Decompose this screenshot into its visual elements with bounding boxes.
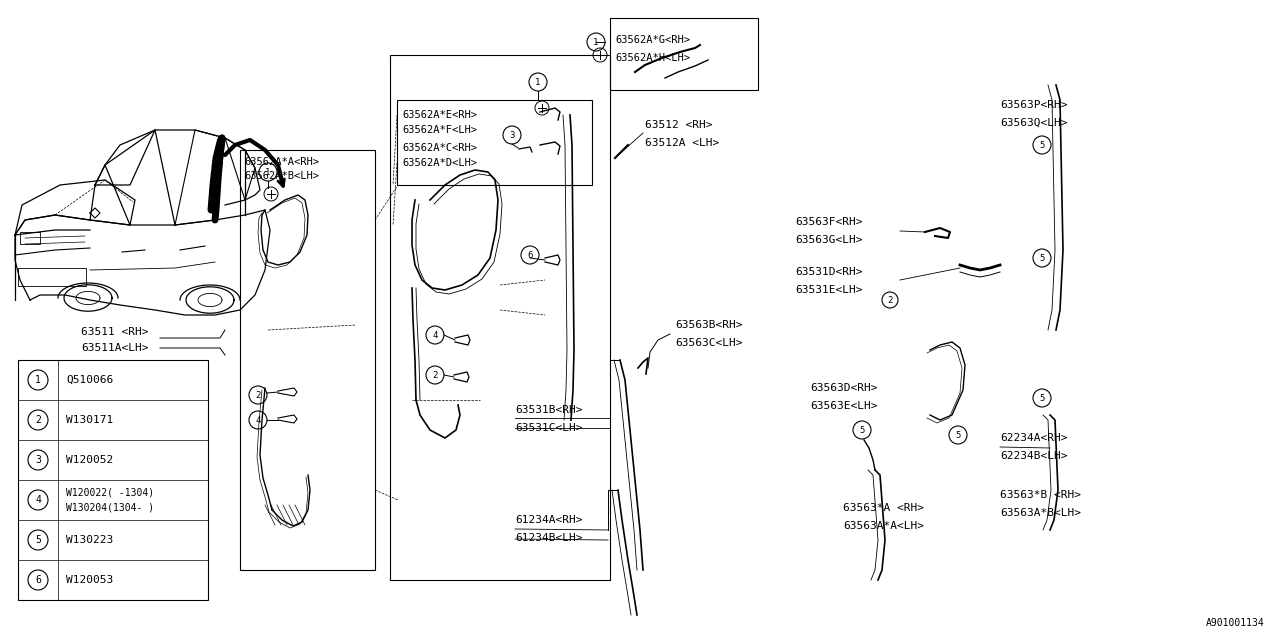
Text: 63531E<LH>: 63531E<LH> (795, 285, 863, 295)
Bar (18, 268, 86, 286)
Text: 63563Q<LH>: 63563Q<LH> (1000, 118, 1068, 128)
Text: W120052: W120052 (67, 455, 113, 465)
Text: 63562A*A<RH>: 63562A*A<RH> (244, 157, 319, 167)
Text: 63563D<RH>: 63563D<RH> (810, 383, 878, 393)
Text: 6: 6 (35, 575, 41, 585)
Text: 63512A <LH>: 63512A <LH> (645, 138, 719, 148)
Text: W130171: W130171 (67, 415, 113, 425)
Text: 63563G<LH>: 63563G<LH> (795, 235, 863, 245)
Text: 4: 4 (255, 415, 261, 424)
Text: 1: 1 (35, 375, 41, 385)
Text: 1: 1 (535, 77, 540, 86)
Text: 63562A*D<LH>: 63562A*D<LH> (402, 158, 477, 168)
Text: 4: 4 (433, 330, 438, 339)
Text: 63562A*C<RH>: 63562A*C<RH> (402, 143, 477, 153)
Text: 61234B<LH>: 61234B<LH> (515, 533, 582, 543)
Text: 5: 5 (1039, 141, 1044, 150)
Text: A901001134: A901001134 (1206, 618, 1265, 628)
Text: 5: 5 (1039, 394, 1044, 403)
Text: 3: 3 (509, 131, 515, 140)
Text: 63563A*B<LH>: 63563A*B<LH> (1000, 508, 1082, 518)
Bar (611, 18, 758, 90)
Text: 63563P<RH>: 63563P<RH> (1000, 100, 1068, 110)
Text: 63562A*H<LH>: 63562A*H<LH> (614, 53, 690, 63)
Text: W130204(1304- ): W130204(1304- ) (67, 503, 154, 513)
Bar (397, 100, 591, 185)
Text: 63562A*E<RH>: 63562A*E<RH> (402, 110, 477, 120)
Bar (20, 232, 40, 244)
Text: 61234A<RH>: 61234A<RH> (515, 515, 582, 525)
Text: 1: 1 (265, 168, 270, 177)
Bar (390, 55, 611, 580)
Text: 63563E<LH>: 63563E<LH> (810, 401, 878, 411)
Text: 63562A*F<LH>: 63562A*F<LH> (402, 125, 477, 135)
Text: W120022( -1304): W120022( -1304) (67, 487, 154, 497)
Text: 63562A*B<LH>: 63562A*B<LH> (244, 171, 319, 181)
Bar (241, 150, 375, 570)
Text: 63562A*G<RH>: 63562A*G<RH> (614, 35, 690, 45)
Text: 5: 5 (1039, 253, 1044, 262)
Text: W130223: W130223 (67, 535, 113, 545)
Text: 62234B<LH>: 62234B<LH> (1000, 451, 1068, 461)
Text: 63563*A <RH>: 63563*A <RH> (844, 503, 924, 513)
Text: 63511 <RH>: 63511 <RH> (81, 327, 148, 337)
Text: 5: 5 (955, 431, 961, 440)
Text: 2: 2 (887, 296, 892, 305)
Text: 3: 3 (35, 455, 41, 465)
Bar (18, 360, 207, 600)
Text: 5: 5 (859, 426, 865, 435)
Text: 2: 2 (433, 371, 438, 380)
Text: 63563F<RH>: 63563F<RH> (795, 217, 863, 227)
Text: 63531D<RH>: 63531D<RH> (795, 267, 863, 277)
Text: 1: 1 (594, 38, 599, 47)
Text: 63512 <RH>: 63512 <RH> (645, 120, 713, 130)
Text: 2: 2 (255, 390, 261, 399)
Text: 63511A<LH>: 63511A<LH> (81, 343, 148, 353)
Text: 63531B<RH>: 63531B<RH> (515, 405, 582, 415)
Text: 63563*B <RH>: 63563*B <RH> (1000, 490, 1082, 500)
Text: 2: 2 (35, 415, 41, 425)
Text: 63563C<LH>: 63563C<LH> (675, 338, 742, 348)
Text: Q510066: Q510066 (67, 375, 113, 385)
Text: 6: 6 (527, 250, 532, 259)
Text: 63563B<RH>: 63563B<RH> (675, 320, 742, 330)
Text: 63563A*A<LH>: 63563A*A<LH> (844, 521, 924, 531)
Text: 4: 4 (35, 495, 41, 505)
Text: W120053: W120053 (67, 575, 113, 585)
Text: 63531C<LH>: 63531C<LH> (515, 423, 582, 433)
Text: 62234A<RH>: 62234A<RH> (1000, 433, 1068, 443)
Text: 5: 5 (35, 535, 41, 545)
